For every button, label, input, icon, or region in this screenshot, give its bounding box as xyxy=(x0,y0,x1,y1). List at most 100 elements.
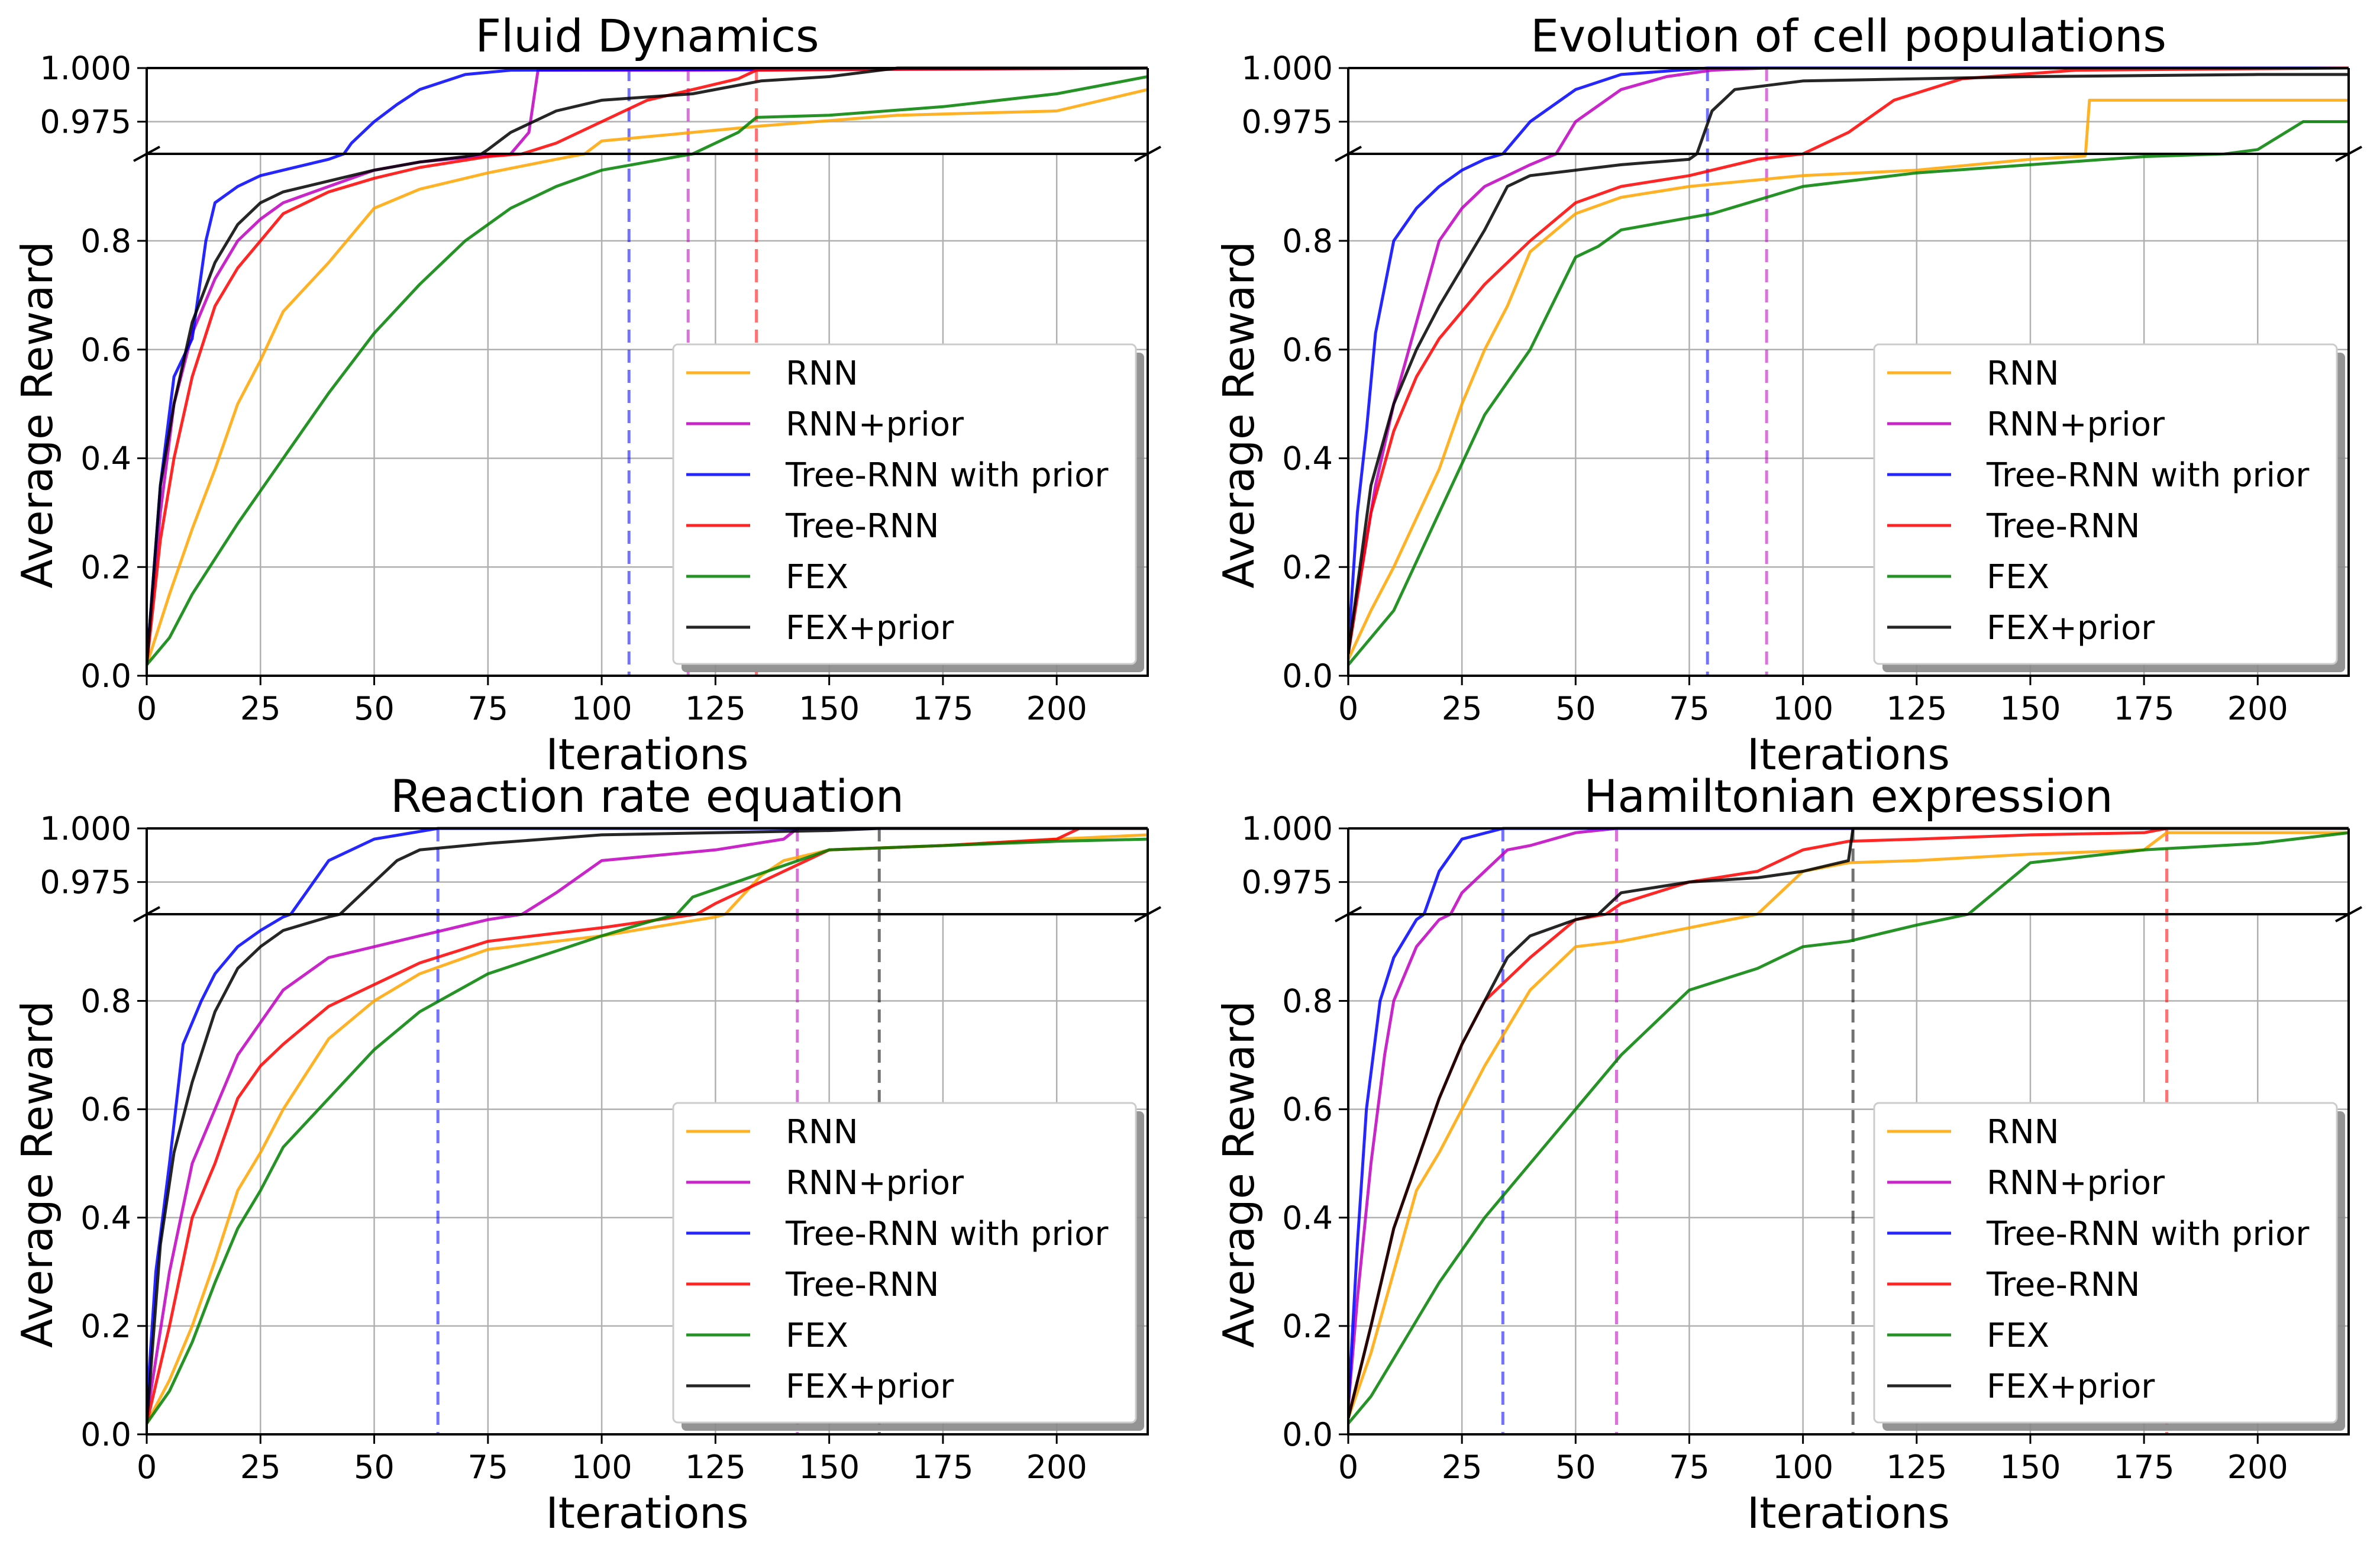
series-line-upper-0 xyxy=(1755,831,2349,914)
x-tick-label: 50 xyxy=(1555,690,1596,727)
series-line-upper-3 xyxy=(517,66,1148,154)
x-axis-label: Iterations xyxy=(546,1488,749,1538)
legend: RNN RNN+prior Tree-RNN with prior Tree-RNN F… xyxy=(1873,1102,2345,1431)
series-line-lower-2 xyxy=(147,914,295,1408)
legend-box xyxy=(1873,1102,2338,1424)
x-tick-label: 50 xyxy=(1555,1449,1596,1486)
axis-break-mark-right xyxy=(2335,906,2362,922)
series-line-upper-4 xyxy=(690,75,1148,154)
legend-entry: RNN+prior xyxy=(786,1164,964,1202)
x-tick-label: 50 xyxy=(354,690,395,727)
legend-box xyxy=(672,343,1137,665)
legend-entry: RNN xyxy=(1987,354,2059,393)
y-tick-label: 0.0 xyxy=(80,657,131,695)
chart-title: Fluid Dynamics xyxy=(475,9,819,62)
lower-axes-frame xyxy=(1347,913,2350,1436)
y-tick-label: 0.6 xyxy=(80,331,131,369)
legend-entry: Tree-RNN xyxy=(1986,1266,2140,1304)
series-line-upper-5 xyxy=(1695,73,2349,154)
y-tick-label: 0.4 xyxy=(80,1199,131,1237)
y-tick-label: 0.2 xyxy=(1282,1308,1333,1345)
axis-break-mark-left xyxy=(133,146,160,162)
axis-break-mark-left xyxy=(1335,906,1362,922)
legend: RNN RNN+prior Tree-RNN with prior Tree-RNN F… xyxy=(1873,343,2345,672)
series-line-upper-2 xyxy=(1501,66,2349,154)
series-line-lower-0 xyxy=(147,154,593,666)
y-axis-label: Average Reward xyxy=(1214,1001,1264,1348)
x-tick-label: 150 xyxy=(2000,690,2061,727)
axes xyxy=(133,827,1161,1436)
axes xyxy=(1335,67,2362,677)
y-tick-label: 0.6 xyxy=(1282,331,1333,369)
y-tick-label-upper: 1.000 xyxy=(1241,50,1333,87)
x-axis-label: Iterations xyxy=(546,730,749,779)
x-tick-label: 150 xyxy=(2000,1449,2061,1486)
chart-panel-2: 0 25 50 75 100 125 150 175 200 0.0 0.2 0.4 0.6 0.8 0.9… xyxy=(12,770,1161,1538)
legend: RNN RNN+prior Tree-RNN with prior Tree-RNN F… xyxy=(672,343,1144,672)
series-line-upper-4 xyxy=(674,837,1148,914)
legend-entry: RNN xyxy=(786,354,858,393)
chart-panel-3: 0 25 50 75 100 125 150 175 200 0.0 0.2 0.4 0.6 0.8 0.9… xyxy=(1214,770,2362,1538)
x-tick-label: 125 xyxy=(685,690,746,727)
y-tick-label: 0.0 xyxy=(80,1416,131,1453)
y-tick-label: 0.8 xyxy=(1282,222,1333,260)
legend-entry: FEX+prior xyxy=(786,609,954,647)
y-tick-label-upper: 0.975 xyxy=(40,864,131,901)
legend-entry: RNN+prior xyxy=(786,405,964,444)
series-line-lower-4 xyxy=(1348,914,1976,1425)
legend-entry: FEX+prior xyxy=(786,1367,954,1406)
series-line-upper-0 xyxy=(582,88,1148,154)
axis-break-mark-left xyxy=(1335,146,1362,162)
legend-entry: Tree-RNN with prior xyxy=(1986,456,2310,495)
legend-entry: FEX xyxy=(786,558,848,596)
series-line-lower-2 xyxy=(1348,914,1427,1408)
y-tick-label-upper: 0.975 xyxy=(1241,864,1333,901)
series-line-upper-4 xyxy=(1966,831,2349,914)
x-tick-label: 200 xyxy=(1026,1449,1087,1486)
x-tick-label: 125 xyxy=(685,1449,746,1486)
series-line-lower-4 xyxy=(147,914,683,1425)
series-line-upper-5 xyxy=(338,827,1148,914)
series-line-upper-1 xyxy=(1449,827,2349,914)
x-tick-label: 200 xyxy=(2227,1449,2288,1486)
legend-entry: Tree-RNN xyxy=(785,507,939,546)
x-tick-label: 75 xyxy=(467,1449,508,1486)
x-tick-label: 100 xyxy=(571,1449,632,1486)
series-line-lower-0 xyxy=(1348,154,2087,660)
axes xyxy=(133,67,1161,677)
x-tick-label: 75 xyxy=(1669,690,1710,727)
y-tick-label: 0.6 xyxy=(80,1091,131,1128)
series-line-upper-1 xyxy=(1554,66,2349,154)
legend-box xyxy=(1873,343,2338,665)
series-line-lower-0 xyxy=(1348,914,1764,1419)
series-line-lower-1 xyxy=(147,914,532,1418)
series-line-lower-5 xyxy=(1348,154,1700,654)
series-line-lower-4 xyxy=(147,154,705,666)
y-tick-label-upper: 1.000 xyxy=(40,810,131,847)
legend-entry: FEX xyxy=(1987,1317,2049,1355)
series-line-upper-2 xyxy=(289,827,1148,914)
x-tick-label: 150 xyxy=(799,690,860,727)
x-tick-label: 125 xyxy=(1886,690,1947,727)
x-tick-label: 0 xyxy=(1338,690,1358,727)
y-tick-label: 0.4 xyxy=(80,440,131,478)
y-axis-label: Average Reward xyxy=(12,1001,62,1348)
series-line-upper-1 xyxy=(519,827,1148,914)
chart-panel-1: 0 25 50 75 100 125 150 175 200 0.0 0.2 0.4 0.6 0.8 0.9… xyxy=(1214,9,2362,779)
x-tick-label: 175 xyxy=(2114,1449,2175,1486)
series-line-upper-5 xyxy=(479,66,1148,154)
chart-panel-0: 0 25 50 75 100 125 150 175 200 0.0 0.2 0.4 0.6 0.8 0.9… xyxy=(12,9,1161,779)
axis-break-mark-left xyxy=(133,906,160,922)
chart-title: Evolution of cell populations xyxy=(1530,9,2166,62)
y-tick-label: 0.4 xyxy=(1282,440,1333,478)
legend-entry: RNN+prior xyxy=(1987,405,2165,444)
x-tick-label: 175 xyxy=(2114,690,2175,727)
y-tick-label-upper: 0.975 xyxy=(1241,104,1333,141)
y-tick-label: 0.0 xyxy=(1282,1416,1333,1453)
series-line-upper-2 xyxy=(1422,827,2349,914)
y-axis-label: Average Reward xyxy=(1214,241,1264,589)
x-tick-label: 25 xyxy=(240,1449,281,1486)
series-line-lower-3 xyxy=(1348,154,1816,654)
y-tick-label: 0.8 xyxy=(80,983,131,1020)
